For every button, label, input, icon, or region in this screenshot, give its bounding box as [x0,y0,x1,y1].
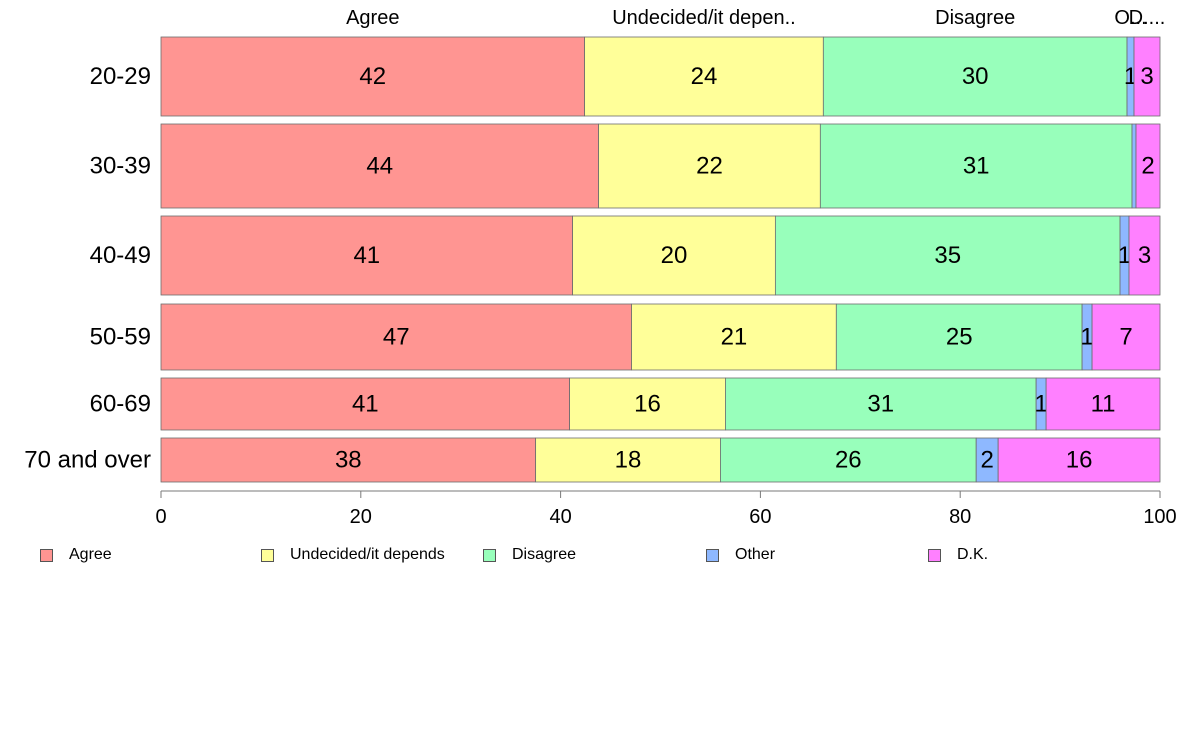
bar-value-label: 2 [1141,153,1154,180]
bar-segment [1131,123,1137,209]
bar-value-label: 31 [963,153,990,180]
bar-value-label: 44 [366,153,393,180]
category-label: 30-39 [90,153,151,180]
bar-value-label: 24 [691,63,718,90]
bar-value-label: 20 [661,242,688,269]
column-header: D.... [1129,7,1166,29]
bar-value-label: 35 [934,242,961,269]
legend-item: Undecided/it depends [261,546,445,564]
bar-segment [1128,215,1161,296]
bar-segment [1091,303,1161,371]
bar-segment [997,437,1161,483]
x-tick-label: 40 [549,506,571,528]
bar-value-label: 1 [1034,391,1047,418]
bar-segment [1135,123,1161,209]
bar-value-label: 42 [359,63,386,90]
legend-label: Undecided/it depends [290,546,445,563]
bar-value-label: 7 [1119,324,1132,351]
chart-legend: Agree Undecided/it depends Disagree Other D.… [0,546,1188,568]
bar-value-label: 3 [1138,242,1151,269]
bar-segment [535,437,721,483]
x-tick-label: 60 [749,506,771,528]
bar-value-label: 18 [615,447,642,474]
category-label: 40-49 [90,242,151,269]
bar-value-label: 22 [696,153,723,180]
legend-item: Other [706,546,775,564]
stacked-bar-chart: Agree Undecided/it depen.. Disagree O...D..… [24,7,1176,528]
bar-segment [572,215,776,296]
bar-value-label: 11 [1091,391,1116,418]
legend-item: D.K. [928,546,988,564]
bar-value-label: 1 [1118,242,1131,269]
bar-value-label: 41 [352,391,379,418]
bar-segment [835,303,1083,371]
legend-label: Other [735,546,776,563]
bar-value-label: 30 [962,63,989,90]
legend-swatch [483,548,496,562]
bar-value-label: 16 [1066,447,1093,474]
legend-swatch [40,548,53,562]
legend-item: Disagree [483,546,576,564]
bar-value-label: 41 [353,242,380,269]
bar-value-label: 25 [946,324,973,351]
bar-segment [819,123,1133,209]
bar-value-label: 38 [335,447,362,474]
legend-swatch [261,548,274,562]
legend-label: Disagree [512,546,577,563]
bar-segment [160,123,599,209]
legend-item: Agree [40,546,112,564]
bar-segment [725,377,1037,431]
bar-segment [598,123,821,209]
x-tick-label: 80 [949,506,971,528]
bar-value-label: 16 [634,391,661,418]
column-header: O... [1114,7,1146,29]
column-header: Agree [346,7,399,29]
column-header: Undecided/it depen.. [612,7,795,29]
category-label: 50-59 [90,324,151,351]
bar-segment [160,303,632,371]
bar-value-label: 1 [1080,324,1093,351]
x-tick-label: 0 [155,506,166,528]
bar-segment [160,215,573,296]
bar-value-label: 26 [835,447,862,474]
bar-segment [1045,377,1161,431]
x-tick-label: 100 [1143,506,1176,528]
bar-segment [160,377,570,431]
bar-segment [631,303,837,371]
bar-value-label: 2 [980,447,993,474]
column-header: Disagree [935,7,1015,29]
category-label: 20-29 [90,63,151,90]
bar-segment [720,437,977,483]
category-label: 70 and over [24,447,151,474]
legend-label: D.K. [957,546,989,563]
bar-value-label: 3 [1140,63,1153,90]
bar-segment [160,437,537,483]
legend-label: Agree [69,546,112,563]
bar-segment [584,36,824,117]
legend-swatch [928,548,941,562]
x-tick-label: 20 [350,506,372,528]
bar-value-label: 21 [721,324,748,351]
legend-swatch [706,548,719,562]
bar-segment [1133,36,1161,117]
bar-value-label: 47 [383,324,410,351]
category-label: 60-69 [90,391,151,418]
bar-value-label: 31 [867,391,894,418]
